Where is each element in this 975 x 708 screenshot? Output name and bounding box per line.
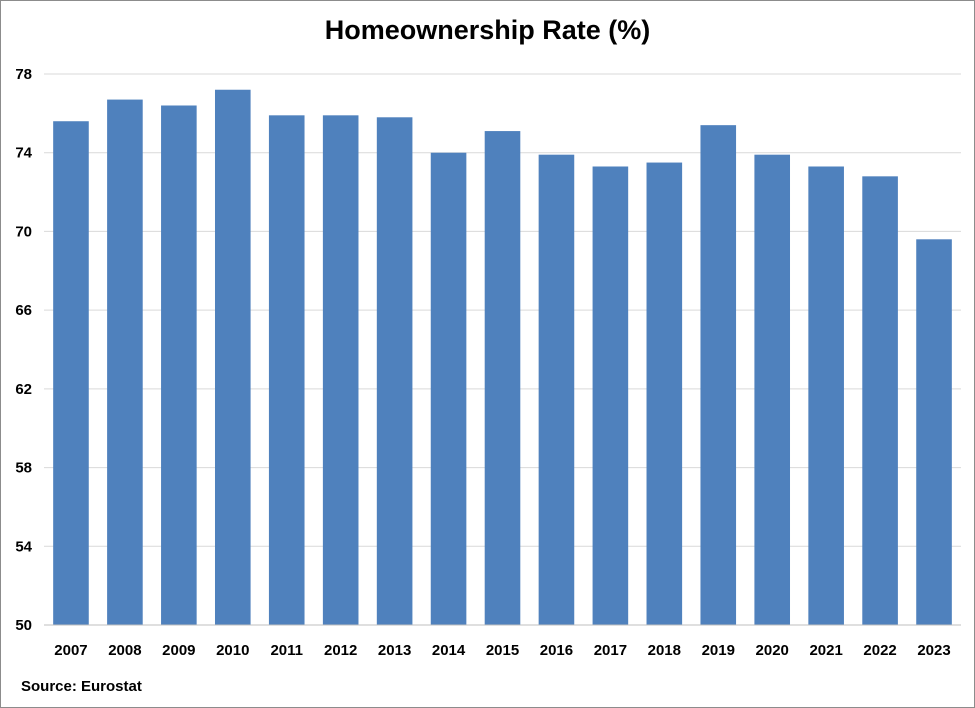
bars: [53, 89, 952, 626]
y-tick-labels: 50 54 58 62 66 70 74 78: [15, 66, 32, 634]
x-tick-label: 2007: [54, 642, 87, 659]
x-tick-label: 2019: [702, 642, 735, 659]
bar-2018: [646, 162, 683, 626]
x-tick-label: 2016: [540, 642, 573, 659]
x-tick-label: 2009: [162, 642, 195, 659]
bar-2015: [484, 131, 521, 625]
bar-2020: [754, 154, 791, 625]
x-tick-label: 2013: [378, 642, 411, 659]
bar-2011: [268, 115, 305, 625]
bar-2022: [862, 176, 898, 625]
y-tick-label: 66: [15, 302, 32, 319]
bar-2019: [700, 125, 737, 625]
x-tick-label: 2008: [108, 642, 141, 659]
x-tick-label: 2020: [756, 642, 789, 659]
y-tick-label: 62: [15, 381, 32, 398]
bar-2007: [53, 121, 89, 625]
bar-2008: [107, 99, 143, 625]
bar-2013: [376, 117, 413, 625]
y-tick-label: 54: [15, 538, 32, 555]
x-tick-label: 2014: [432, 642, 466, 659]
chart-title: Homeownership Rate (%): [324, 15, 651, 45]
bar-2010: [214, 89, 251, 626]
x-tick-labels: 2007 2008 2009 2010 2011 2012 2013 2014 2015 2016…: [54, 642, 950, 659]
bar-2023: [916, 239, 952, 626]
x-tick-label: 2012: [324, 642, 357, 659]
x-tick-label: 2015: [486, 642, 519, 659]
y-tick-label: 50: [15, 617, 32, 634]
x-tick-label: 2022: [863, 642, 896, 659]
bar-2009: [161, 105, 197, 626]
y-tick-label: 74: [15, 145, 32, 162]
x-tick-label: 2023: [917, 642, 950, 659]
bar-2014: [430, 152, 467, 625]
x-tick-label: 2021: [809, 642, 842, 659]
y-tick-label: 58: [15, 460, 32, 477]
y-tick-label: 78: [15, 66, 32, 83]
bar-2016: [538, 154, 575, 625]
source-note: Source: Eurostat: [21, 678, 142, 695]
x-tick-label: 2010: [216, 642, 249, 659]
bar-2021: [808, 166, 844, 626]
x-tick-label: 2018: [648, 642, 681, 659]
x-tick-label: 2011: [270, 642, 303, 659]
bar-2017: [592, 166, 629, 626]
bar-2012: [322, 115, 359, 625]
y-tick-label: 70: [15, 223, 32, 240]
x-tick-label: 2017: [594, 642, 627, 659]
